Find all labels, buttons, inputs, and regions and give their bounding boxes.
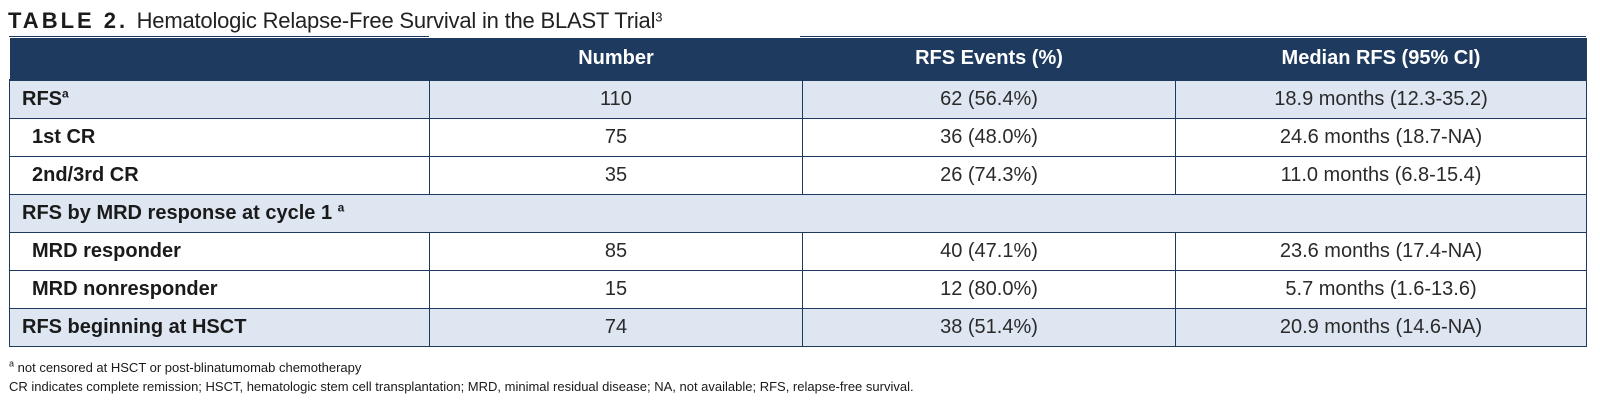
rfs-table: Number RFS Events (%) Median RFS (95% CI… xyxy=(9,38,1587,347)
row-events: 12 (80.0%) xyxy=(802,270,1176,309)
table-title: Hematologic Relapse-Free Survival in the… xyxy=(136,8,656,33)
table-label: TABLE 2. xyxy=(8,8,129,33)
table-row: RFS beginning at HSCT 74 38 (51.4%) 20.9… xyxy=(9,308,1587,347)
row-label: 1st CR xyxy=(9,118,430,157)
row-median: 11.0 months (6.8-15.4) xyxy=(1175,156,1587,195)
row-events: 40 (47.1%) xyxy=(802,232,1176,271)
row-number: 35 xyxy=(429,156,803,195)
footnote-a-marker: a xyxy=(9,358,15,369)
row-events: 26 (74.3%) xyxy=(802,156,1176,195)
row-events: 38 (51.4%) xyxy=(802,308,1176,347)
row-median: 24.6 months (18.7-NA) xyxy=(1175,118,1587,157)
row-events: 36 (48.0%) xyxy=(802,118,1176,157)
row-median: 23.6 months (17.4-NA) xyxy=(1175,232,1587,271)
footnote-marker: a xyxy=(62,86,69,101)
footnote-a: a not censored at HSCT or post-blinatumo… xyxy=(9,358,914,377)
footnote-abbreviations: CR indicates complete remission; HSCT, h… xyxy=(9,379,914,394)
header-cell-number: Number xyxy=(429,38,803,81)
header-cell-label xyxy=(9,38,430,81)
row-label: RFSa xyxy=(9,80,430,119)
table-row: 2nd/3rd CR 35 26 (74.3%) 11.0 months (6.… xyxy=(9,156,1587,195)
row-label: RFS beginning at HSCT xyxy=(9,308,430,347)
row-label: MRD nonresponder xyxy=(9,270,430,309)
footnote-a-text: not censored at HSCT or post-blinatumoma… xyxy=(17,360,362,375)
section-label: RFS by MRD response at cycle 1 a xyxy=(9,194,1587,233)
title-reference: 3 xyxy=(655,9,663,25)
title-rule-left xyxy=(9,36,429,37)
footnote-marker: a xyxy=(337,200,345,215)
section-row: RFS by MRD response at cycle 1 a xyxy=(9,194,1587,233)
row-events: 62 (56.4%) xyxy=(802,80,1176,119)
row-number: 110 xyxy=(429,80,803,119)
row-number: 85 xyxy=(429,232,803,271)
table-row: 1st CR 75 36 (48.0%) 24.6 months (18.7-N… xyxy=(9,118,1587,157)
row-number: 74 xyxy=(429,308,803,347)
row-label: 2nd/3rd CR xyxy=(9,156,430,195)
row-median: 18.9 months (12.3-35.2) xyxy=(1175,80,1587,119)
row-number: 15 xyxy=(429,270,803,309)
table-title-row: TABLE 2. Hematologic Relapse-Free Surviv… xyxy=(8,6,663,36)
table-header-row: Number RFS Events (%) Median RFS (95% CI… xyxy=(9,38,1587,81)
header-cell-median: Median RFS (95% CI) xyxy=(1175,38,1587,81)
title-rule-right xyxy=(800,36,1586,37)
table-row: MRD responder 85 40 (47.1%) 23.6 months … xyxy=(9,232,1587,271)
row-median: 20.9 months (14.6-NA) xyxy=(1175,308,1587,347)
row-number: 75 xyxy=(429,118,803,157)
table-row: MRD nonresponder 15 12 (80.0%) 5.7 month… xyxy=(9,270,1587,309)
row-label: MRD responder xyxy=(9,232,430,271)
footnotes: a not censored at HSCT or post-blinatumo… xyxy=(9,358,914,396)
header-cell-events: RFS Events (%) xyxy=(802,38,1176,81)
row-median: 5.7 months (1.6-13.6) xyxy=(1175,270,1587,309)
table-row: RFSa 110 62 (56.4%) 18.9 months (12.3-35… xyxy=(9,80,1587,119)
